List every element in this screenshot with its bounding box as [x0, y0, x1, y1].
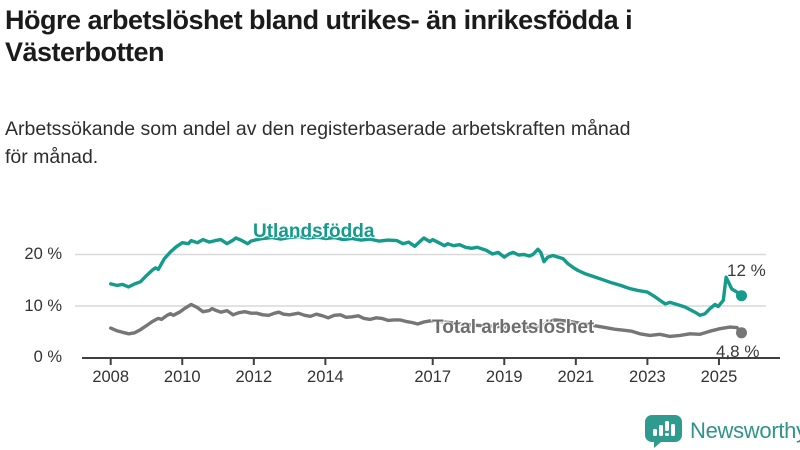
title-line-1: Högre arbetslöshet bland utrikes- än inr… [5, 5, 633, 35]
end-value-label-total: 4,8 % [716, 342, 760, 361]
page-title: Högre arbetslöshet bland utrikes- än inr… [5, 4, 797, 68]
x-axis-label: 2025 [700, 368, 738, 386]
x-axis-label: 2021 [557, 368, 595, 386]
x-axis-label: 2010 [163, 368, 201, 386]
x-axis-label: 2014 [307, 368, 344, 386]
total-arbetsloshet-line [108, 302, 744, 339]
x-axis-label: 2012 [235, 368, 273, 386]
y-axis-label: 10 % [24, 296, 62, 315]
end-value-label-utlandsfodda: 12 % [727, 261, 766, 280]
newsworthy-speech-bubble-bar-chart-icon [645, 415, 682, 448]
series-label-utlandsfodda: Utlandsfödda [253, 221, 375, 242]
x-axis-tick-marks [109, 358, 720, 365]
series-label-total: Total arbetslöshet [432, 317, 595, 338]
subtitle-line-2: för månad. [5, 146, 99, 168]
x-axis-label: 2019 [485, 368, 523, 386]
y-axis-label: 20 % [24, 245, 62, 263]
chart-subtitle: Arbetssökande som andel av den registerb… [5, 115, 775, 171]
x-axis-label: 2017 [414, 368, 452, 386]
utlandsfodda-end-dot [736, 290, 747, 302]
newsworthy-logo: Newsworthy [644, 414, 800, 448]
y-axis-label: 0 % [33, 348, 62, 366]
subtitle-line-1: Arbetssökande som andel av den registerb… [5, 118, 631, 140]
total-end-dot [736, 327, 747, 339]
x-axis-label: 2008 [92, 368, 130, 386]
gridlines [75, 253, 766, 307]
utlandsfodda-line [108, 234, 744, 317]
title-line-2: Västerbotten [5, 37, 165, 67]
newsworthy-logo-text: Newsworthy [690, 418, 800, 443]
x-axis-label: 2023 [629, 368, 666, 386]
